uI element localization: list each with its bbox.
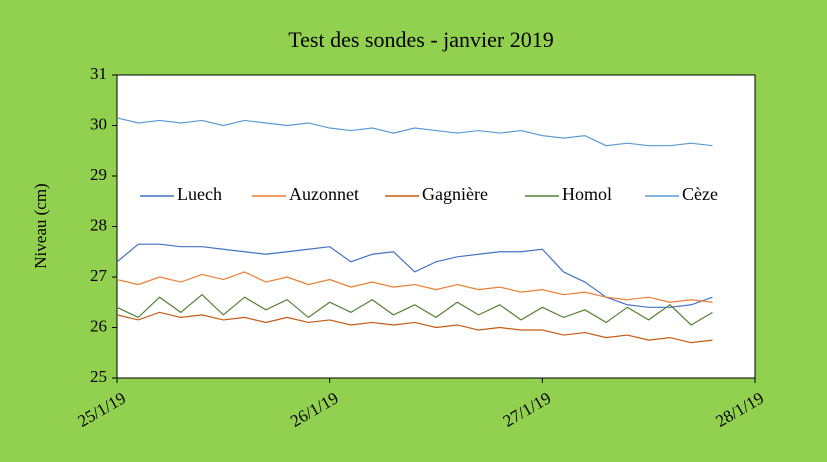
plot-area: [116, 74, 756, 379]
y-tick-label: 28: [90, 215, 107, 234]
y-tick-label: 26: [90, 316, 107, 335]
legend-label: Luech: [177, 184, 222, 204]
series-line: [116, 271, 713, 303]
y-axis-label: Niveau (cm): [31, 183, 50, 268]
y-tick-label: 29: [90, 165, 107, 184]
chart-title: Test des sondes - janvier 2019: [288, 27, 553, 52]
series-line: [116, 311, 713, 344]
y-tick-label: 30: [90, 114, 107, 133]
y-tick-label: 25: [90, 367, 107, 386]
series-line: [116, 117, 713, 147]
legend-label: Gagnière: [422, 184, 488, 204]
y-tick-label: 27: [90, 266, 108, 285]
series-line: [116, 243, 713, 308]
series-line: [116, 293, 713, 326]
legend-label: Homol: [562, 184, 612, 204]
legend-label: Auzonnet: [289, 184, 359, 204]
legend-label: Cèze: [682, 184, 718, 204]
y-tick-label: 31: [90, 64, 107, 83]
